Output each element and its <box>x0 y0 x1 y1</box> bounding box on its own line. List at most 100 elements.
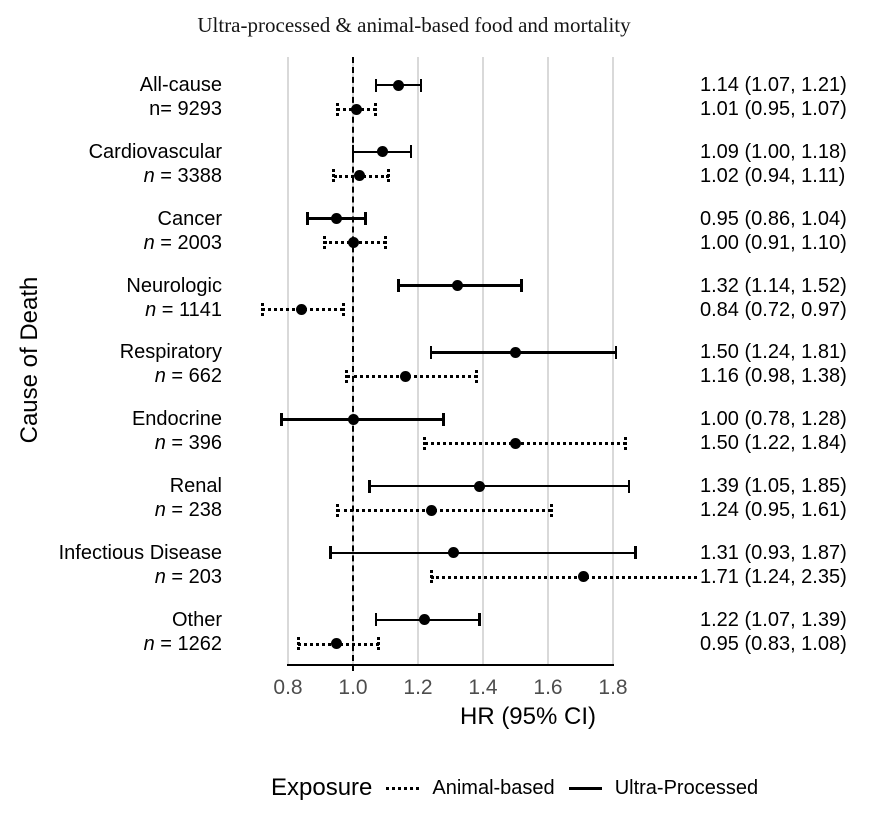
legend-item-ultra-processed: Ultra-Processed <box>568 776 759 800</box>
ci-cap-high <box>627 479 630 493</box>
error-bar-animal-based <box>424 442 626 445</box>
n-label: n = 203 <box>154 565 222 588</box>
ci-cap-low <box>306 212 309 226</box>
error-bar-ultra-processed <box>330 551 636 555</box>
point-marker-ultra-processed <box>331 213 343 225</box>
x-tick-label: 1.0 <box>338 676 368 699</box>
legend-item-animal-based: Animal-based <box>386 776 555 800</box>
ci-cap-low <box>332 169 336 183</box>
ci-cap-high <box>383 236 387 250</box>
legend-item-label: Ultra-Processed <box>614 776 759 799</box>
hr-value-ultra-processed: 0.95 (0.86, 1.04) <box>700 207 847 230</box>
ci-cap-high <box>634 546 637 560</box>
legend-title: Exposure <box>271 774 373 801</box>
error-bar-ultra-processed <box>431 351 617 354</box>
point-marker-animal-based <box>578 571 590 583</box>
ci-cap-low <box>429 570 433 584</box>
hr-value-animal-based: 1.24 (0.95, 1.61) <box>700 499 847 522</box>
row-label: Endocrine n = 396 <box>0 407 222 455</box>
hr-value-ultra-processed: 1.50 (1.24, 1.81) <box>700 341 847 364</box>
hr-value-animal-based: 1.50 (1.22, 1.84) <box>700 432 847 455</box>
legend-item-label: Animal-based <box>432 776 555 799</box>
n-label: n = 662 <box>154 365 222 388</box>
reference-line-hr-1 <box>351 57 354 671</box>
ci-cap-low <box>351 145 355 159</box>
ci-cap-high <box>364 212 367 226</box>
ci-cap-low <box>335 102 339 116</box>
chart-title: Ultra-processed & animal-based food and … <box>197 13 631 37</box>
n-label: n = 2003 <box>143 231 222 254</box>
point-marker-animal-based <box>295 304 307 316</box>
n-label: n= 9293 <box>149 98 222 120</box>
hr-value-ultra-processed: 1.22 (1.07, 1.39) <box>700 608 847 631</box>
ci-cap-low <box>374 613 377 627</box>
cause-label: Neurologic <box>126 274 222 297</box>
ci-cap-high <box>614 345 617 359</box>
cause-label: Endocrine <box>131 408 222 431</box>
grid-line <box>612 57 614 664</box>
row-label: Neurologic n = 1141 <box>0 274 222 322</box>
hr-value-animal-based: 0.95 (0.83, 1.08) <box>700 632 847 655</box>
n-label: n = 1262 <box>143 632 222 655</box>
cause-label: Other <box>171 608 222 631</box>
hr-value-ultra-processed: 1.00 (0.78, 1.28) <box>700 408 847 431</box>
x-axis-line <box>287 663 614 666</box>
solid-line-sample-icon <box>568 786 602 790</box>
n-label: n = 1141 <box>145 298 222 321</box>
row-label: Cancer n = 2003 <box>0 207 222 255</box>
point-marker-ultra-processed <box>451 280 463 292</box>
error-bar-animal-based <box>346 375 477 379</box>
point-marker-animal-based <box>510 437 521 449</box>
cause-label: Respiratory <box>119 341 222 364</box>
point-marker-animal-based <box>425 504 437 516</box>
row-label: Other n = 1262 <box>0 608 222 656</box>
grid-line <box>417 57 419 664</box>
ci-cap-high <box>387 169 390 183</box>
ci-cap-high <box>478 613 481 627</box>
error-bar-animal-based <box>336 508 552 512</box>
cause-label: Cardiovascular <box>88 140 222 163</box>
grid-line <box>547 57 549 664</box>
error-bar-animal-based <box>431 575 697 579</box>
ci-cap-low <box>335 503 339 517</box>
point-marker-animal-based <box>347 237 359 249</box>
ci-cap-high <box>419 78 422 92</box>
row-label: Renal n = 238 <box>0 474 222 522</box>
cause-label: Infectious Disease <box>58 541 222 564</box>
error-bar-ultra-processed <box>281 418 444 421</box>
point-marker-ultra-processed <box>347 413 359 425</box>
point-marker-ultra-processed <box>510 346 521 358</box>
row-label: All-cause n= 9293 <box>0 73 222 121</box>
ci-cap-high <box>374 102 377 116</box>
row-label: Infectious Disease n = 203 <box>0 541 222 589</box>
hr-value-animal-based: 1.71 (1.24, 2.35) <box>700 565 847 588</box>
hr-value-animal-based: 1.16 (0.98, 1.38) <box>700 365 847 388</box>
hr-value-ultra-processed: 1.09 (1.00, 1.18) <box>700 140 847 163</box>
ci-cap-low <box>345 369 349 383</box>
point-marker-animal-based <box>331 638 343 650</box>
ci-cap-low <box>368 479 371 493</box>
point-marker-ultra-processed <box>419 614 430 626</box>
ci-cap-high <box>377 637 381 651</box>
x-tick-label: 1.6 <box>533 676 563 699</box>
ci-cap-high <box>409 145 413 159</box>
hr-value-ultra-processed: 1.31 (0.93, 1.87) <box>700 541 847 564</box>
n-label: n = 396 <box>154 432 222 455</box>
hr-value-animal-based: 1.02 (0.94, 1.11) <box>700 164 846 187</box>
point-marker-ultra-processed <box>376 146 388 158</box>
ci-cap-high <box>442 412 445 426</box>
ci-cap-low <box>280 412 283 426</box>
ci-cap-low <box>423 436 427 450</box>
x-tick-label: 0.8 <box>273 676 303 699</box>
point-marker-animal-based <box>399 370 411 382</box>
dotted-line-sample-icon <box>386 786 420 790</box>
ci-cap-low <box>296 637 300 651</box>
ci-cap-high <box>624 436 628 450</box>
ci-cap-low <box>260 303 264 317</box>
y-axis-title: Cause of Death <box>16 276 43 444</box>
x-tick-label: 1.8 <box>598 676 628 699</box>
hr-value-animal-based: 0.84 (0.72, 0.97) <box>700 298 847 321</box>
x-tick-label: 1.2 <box>403 676 433 699</box>
